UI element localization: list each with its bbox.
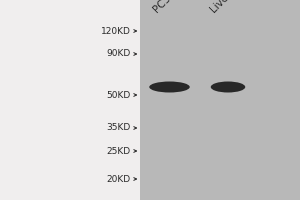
Ellipse shape <box>149 82 190 92</box>
Text: Liver: Liver <box>208 0 233 14</box>
Text: 20KD: 20KD <box>106 174 130 184</box>
Bar <box>140 0 300 200</box>
Text: 25KD: 25KD <box>106 146 130 156</box>
Text: 35KD: 35KD <box>106 123 130 132</box>
Text: 90KD: 90KD <box>106 49 130 58</box>
Text: 120KD: 120KD <box>100 26 130 36</box>
Text: PC3: PC3 <box>151 0 173 14</box>
Ellipse shape <box>211 82 245 92</box>
Text: 50KD: 50KD <box>106 90 130 99</box>
